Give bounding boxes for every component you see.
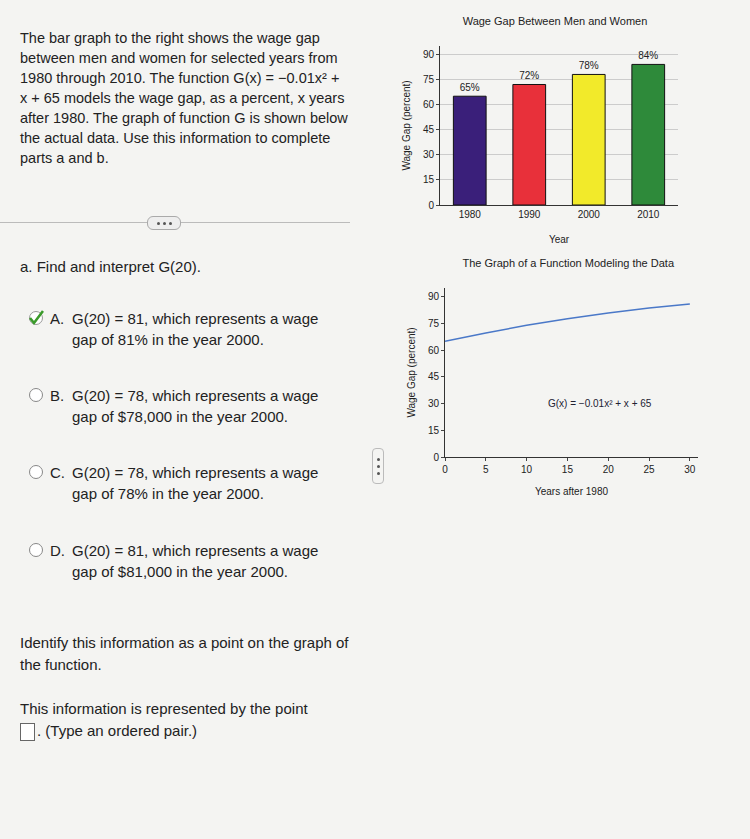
svg-text:60: 60 (428, 345, 440, 356)
html-text:C.: C. (50, 464, 65, 481)
svg-text:25: 25 (643, 464, 655, 475)
svg-text:75: 75 (423, 74, 435, 85)
svg-text:30: 30 (684, 464, 696, 475)
svg-text:72%: 72% (519, 70, 539, 81)
svg-text:90: 90 (428, 291, 440, 302)
svg-text:Year: Year (549, 234, 570, 245)
svg-text:15: 15 (428, 425, 440, 436)
html-text:This information is represente: This information is represented by the p… (20, 700, 308, 717)
html-text:G(20) = 81, which represents a: G(20) = 81, which represents a wage gap … (72, 310, 319, 348)
html-text:. (Type an ordered pair.): . (Type an ordered pair.) (37, 722, 198, 739)
svg-text:2000: 2000 (578, 209, 601, 220)
svg-text:10: 10 (521, 464, 533, 475)
html-text:G(20) = 81, which represents a: G(20) = 81, which represents a wage gap … (72, 542, 319, 580)
html-text:Identify this information as a: Identify this information as a point on … (20, 634, 349, 673)
svg-text:78%: 78% (579, 60, 599, 71)
svg-text:G(x) = −0.01x² + x + 65: G(x) = −0.01x² + x + 65 (548, 398, 652, 409)
svg-text:Years after 1980: Years after 1980 (535, 486, 608, 497)
html-text:G(20) = 78, which represents a: G(20) = 78, which represents a wage gap … (72, 387, 319, 425)
svg-text:65%: 65% (460, 82, 480, 93)
svg-text:15: 15 (562, 464, 574, 475)
svg-text:1980: 1980 (459, 209, 482, 220)
svg-text:2010: 2010 (637, 209, 660, 220)
svg-text:0: 0 (428, 200, 434, 211)
html-text:G(20) = 78, which represents a: G(20) = 78, which represents a wage gap … (72, 464, 319, 502)
svg-text:0: 0 (433, 452, 439, 463)
svg-text:The Graph of a Function Modeli: The Graph of a Function Modeling the Dat… (462, 257, 674, 269)
svg-text:30: 30 (428, 398, 440, 409)
svg-text:20: 20 (603, 464, 615, 475)
svg-text:5: 5 (483, 464, 489, 475)
svg-text:84%: 84% (638, 50, 658, 61)
svg-text:60: 60 (423, 99, 435, 110)
html-text:B.: B. (50, 387, 65, 404)
svg-text:30: 30 (423, 149, 435, 160)
svg-text:45: 45 (428, 371, 440, 382)
svg-text:Wage Gap (percent): Wage Gap (percent) (401, 80, 412, 170)
svg-text:Wage Gap Between Men and Women: Wage Gap Between Men and Women (463, 15, 648, 27)
svg-text:75: 75 (428, 318, 440, 329)
html-text:a. Find and interpret G(20).: a. Find and interpret G(20). (20, 258, 201, 275)
svg-text:15: 15 (423, 174, 435, 185)
svg-text:45: 45 (423, 124, 435, 135)
svg-text:Wage Gap (percent): Wage Gap (percent) (406, 327, 417, 417)
html-text:D.: D. (50, 542, 65, 559)
html-text:The bar graph to the right sho: The bar graph to the right shows the wag… (20, 30, 348, 166)
svg-text:90: 90 (423, 49, 435, 60)
svg-text:0: 0 (442, 464, 448, 475)
html-text:A.: A. (50, 310, 65, 327)
svg-text:1990: 1990 (518, 209, 541, 220)
